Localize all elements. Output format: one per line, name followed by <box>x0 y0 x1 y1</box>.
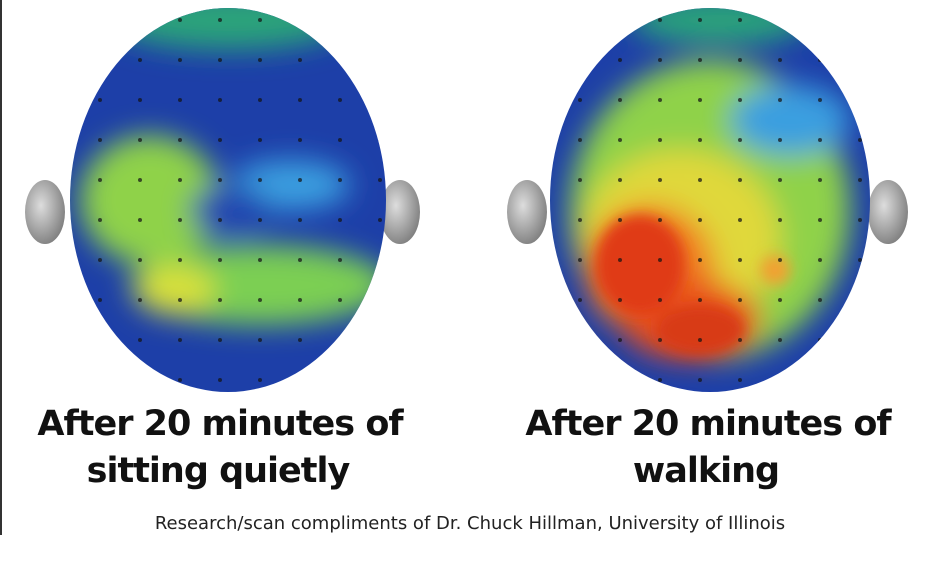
caption: After 20 minutes of <box>37 404 404 444</box>
brain-scan-sitting <box>25 8 420 392</box>
brain-scan-walking <box>507 8 908 392</box>
caption: sitting quietly <box>87 451 351 491</box>
credit: Research/scan compliments of Dr. Chuck H… <box>155 513 785 534</box>
caption: After 20 minutes of <box>525 404 892 444</box>
caption: walking <box>633 451 779 491</box>
